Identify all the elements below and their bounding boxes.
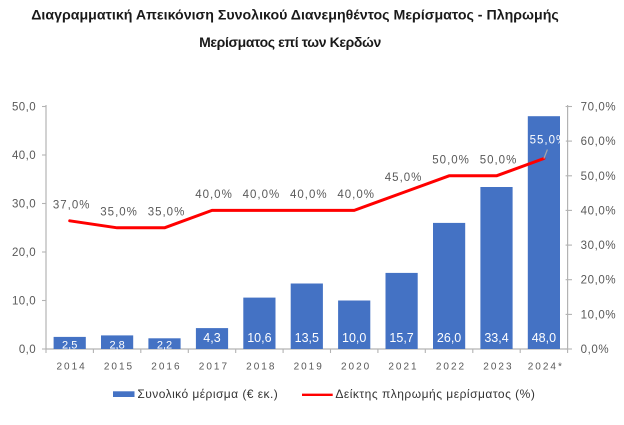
svg-text:40,0: 40,0 <box>12 150 36 162</box>
svg-text:2024*: 2024* <box>528 362 564 373</box>
svg-text:60,0%: 60,0% <box>581 136 617 148</box>
svg-text:2014: 2014 <box>56 362 86 373</box>
svg-text:55,0%: 55,0% <box>530 134 568 146</box>
svg-text:40,0%: 40,0% <box>195 189 233 201</box>
svg-text:Συνολικό μέρισμα (€ εκ.): Συνολικό μέρισμα (€ εκ.) <box>137 387 278 401</box>
svg-text:2023: 2023 <box>483 362 513 373</box>
svg-text:4,3: 4,3 <box>203 331 220 345</box>
svg-text:40,0%: 40,0% <box>581 205 617 217</box>
svg-text:2017: 2017 <box>199 362 229 373</box>
svg-text:2021: 2021 <box>388 362 418 373</box>
svg-text:45,0%: 45,0% <box>385 172 423 184</box>
svg-text:2,8: 2,8 <box>109 340 124 352</box>
svg-text:40,0%: 40,0% <box>290 189 328 201</box>
svg-text:13,5: 13,5 <box>295 331 319 345</box>
svg-text:10,0: 10,0 <box>12 296 36 308</box>
svg-text:15,7: 15,7 <box>389 331 413 345</box>
svg-text:Διαγραμματική Απεικόνιση Συνολ: Διαγραμματική Απεικόνιση Συνολικού Διανε… <box>31 7 559 23</box>
svg-text:2022: 2022 <box>436 362 466 373</box>
svg-text:0,0: 0,0 <box>19 344 36 356</box>
svg-text:20,0%: 20,0% <box>581 275 617 287</box>
svg-text:50,0%: 50,0% <box>432 155 470 167</box>
svg-text:2020: 2020 <box>341 362 371 373</box>
svg-text:10,0%: 10,0% <box>581 309 617 321</box>
svg-text:Δείκτης πληρωμής μερίσματος (%: Δείκτης πληρωμής μερίσματος (%) <box>335 387 535 401</box>
svg-text:2,2: 2,2 <box>157 340 172 352</box>
svg-text:50,0%: 50,0% <box>581 171 617 183</box>
svg-text:2019: 2019 <box>294 362 324 373</box>
svg-text:40,0%: 40,0% <box>337 189 375 201</box>
svg-text:26,0: 26,0 <box>437 331 461 345</box>
svg-text:30,0%: 30,0% <box>581 240 617 252</box>
svg-text:35,0%: 35,0% <box>100 206 138 218</box>
svg-text:37,0%: 37,0% <box>53 200 91 212</box>
svg-text:10,0: 10,0 <box>342 331 366 345</box>
svg-text:Μερίσματος επί των Κερδών: Μερίσματος επί των Κερδών <box>199 34 381 50</box>
svg-text:0,0%: 0,0% <box>581 344 610 356</box>
svg-text:2,5: 2,5 <box>62 340 77 352</box>
svg-text:2018: 2018 <box>246 362 276 373</box>
svg-text:35,0%: 35,0% <box>148 206 186 218</box>
svg-text:10,6: 10,6 <box>247 331 271 345</box>
svg-text:33,4: 33,4 <box>484 331 508 345</box>
svg-text:50,0%: 50,0% <box>480 155 518 167</box>
svg-text:2016: 2016 <box>151 362 181 373</box>
svg-text:70,0%: 70,0% <box>581 102 617 114</box>
svg-text:20,0: 20,0 <box>12 247 36 259</box>
svg-text:48,0: 48,0 <box>532 331 556 345</box>
svg-text:2015: 2015 <box>104 362 134 373</box>
svg-text:40,0%: 40,0% <box>243 189 281 201</box>
svg-text:50,0: 50,0 <box>12 102 36 114</box>
svg-text:30,0: 30,0 <box>12 199 36 211</box>
